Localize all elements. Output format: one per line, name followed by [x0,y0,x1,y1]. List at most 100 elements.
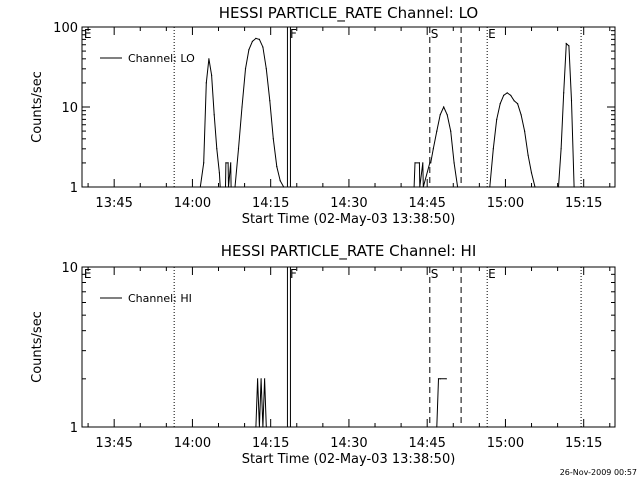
data-point [248,49,250,51]
marker-label: F [290,27,297,41]
x-tick-label: 13:45 [95,436,132,451]
data-point [422,162,424,164]
x-tick-label: 14:15 [252,196,289,211]
x-tick-label: 15:00 [487,196,524,211]
plot-frame [81,26,616,188]
data-point [244,68,247,70]
data-point [453,162,455,164]
data-point [269,100,271,102]
data-point [517,103,519,105]
data-point [450,130,452,132]
data-point [565,43,567,45]
data-point [265,426,267,428]
x-tick-label: 14:15 [252,436,289,451]
data-point [205,82,207,84]
data-point [255,426,257,428]
data-point [262,426,264,428]
data-point [211,74,213,76]
data-point [446,114,448,116]
data-point [563,92,565,94]
data-point [260,378,262,380]
data-point [489,186,491,188]
y-tick-label: 1 [70,421,78,436]
data-point [439,114,441,116]
y-tick-label: 100 [53,21,78,36]
x-axis-label: Start Time (02-May-03 13:38:50) [242,452,456,467]
data-point [218,172,220,174]
x-tick-label: 14:30 [330,436,367,451]
data-point [262,46,264,48]
chart-title: HESSI PARTICLE_RATE Channel: LO [219,4,478,23]
y-tick-label: 10 [61,101,78,116]
data-point [258,38,260,41]
data-point [513,100,515,102]
data-point [573,186,575,188]
data-point [227,186,230,188]
legend-label: Channel: LO [128,52,195,65]
marker-label: E [84,267,92,281]
data-point [251,40,253,43]
data-point [524,130,526,132]
data-point [568,45,570,47]
data-point [503,94,505,96]
data-point [213,114,215,116]
data-point [258,426,260,428]
data-point [237,148,240,150]
marker-label: E [488,27,496,41]
data-point [527,154,529,156]
data-point [430,162,432,164]
x-tick-label: 15:15 [565,196,602,211]
data-point [510,94,512,96]
data-point [241,106,243,108]
x-tick-label: 14:00 [174,196,211,211]
data-point [443,106,445,108]
data-point [219,186,221,188]
data-point [230,186,232,188]
data-point [530,172,533,174]
x-tick-label: 14:45 [408,196,445,211]
data-point [457,186,459,188]
data-point [560,148,562,150]
x-axis-label: Start Time (02-May-03 13:38:50) [242,212,456,227]
data-point [445,378,447,380]
data-point [272,138,274,140]
data-point [439,378,441,380]
data-point [279,180,281,182]
x-tick-label: 13:45 [95,196,132,211]
series-line [255,378,447,428]
y-tick-label: 1 [70,181,78,196]
data-point [492,148,494,150]
chart-title: HESSI PARTICLE_RATE Channel: HI [221,242,477,261]
data-point [422,186,424,188]
data-point [224,186,227,188]
data-point [496,118,498,120]
x-tick-label: 14:45 [408,436,445,451]
data-point [418,162,420,164]
y-axis-label: Counts/sec [30,311,45,383]
data-point [557,186,560,188]
data-point [570,100,573,102]
y-tick-label: 10 [61,261,78,276]
data-point [203,162,205,164]
data-point [264,378,266,380]
footer-timestamp: 26-Nov-2009 00:57 [559,468,637,477]
x-tick-label: 15:15 [565,436,602,451]
data-point [534,186,536,188]
data-point [506,92,508,94]
marker-label: E [84,27,92,41]
x-tick-label: 14:30 [330,196,367,211]
data-point [257,378,259,380]
data-point [225,162,227,164]
data-point [414,162,416,164]
series-line [199,37,575,188]
data-point [413,186,415,188]
marker-label: S [431,27,439,41]
marker-label: F [290,267,297,281]
data-point [276,166,278,168]
marker-label: S [431,267,439,281]
data-point [429,162,431,164]
data-point [230,162,232,164]
data-point [227,162,229,164]
data-point [216,148,218,150]
